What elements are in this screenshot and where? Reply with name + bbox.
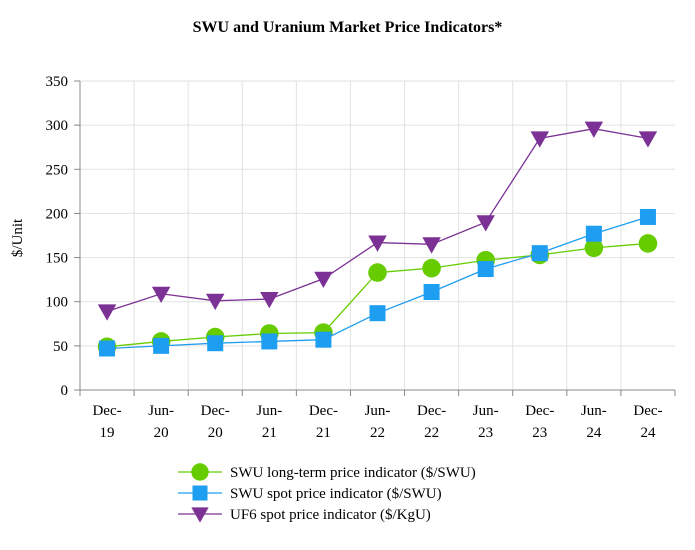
data-point bbox=[368, 235, 387, 252]
legend-label: UF6 spot price indicator ($/KgU) bbox=[230, 507, 431, 523]
data-point bbox=[207, 335, 224, 352]
x-tick-label-line: Dec- bbox=[309, 403, 338, 419]
data-point bbox=[314, 271, 333, 288]
axes: 050100150200250300350Dec-19Jun-20Dec-20J… bbox=[46, 74, 676, 441]
y-tick-label: 0 bbox=[61, 383, 69, 399]
x-tick-label-line: Dec- bbox=[633, 403, 662, 419]
x-tick-label-line: Jun- bbox=[256, 403, 282, 419]
data-point bbox=[315, 331, 332, 348]
x-tick-label-line: Dec- bbox=[201, 403, 230, 419]
data-point bbox=[97, 304, 117, 321]
data-point bbox=[368, 263, 387, 282]
x-tick-label-line: Dec- bbox=[525, 403, 554, 419]
data-point bbox=[423, 284, 440, 301]
x-tick-label: Dec- 19 bbox=[92, 403, 121, 441]
data-point bbox=[584, 121, 604, 138]
legend-label: SWU spot price indicator ($/SWU) bbox=[230, 486, 442, 502]
x-tick-label: Jun- 24 bbox=[581, 403, 607, 441]
x-tick-label-line: 24 bbox=[586, 425, 602, 441]
data-point bbox=[639, 208, 656, 225]
x-tick-label: Dec- 20 bbox=[201, 403, 230, 441]
series bbox=[97, 121, 658, 357]
y-tick-label: 200 bbox=[46, 206, 69, 222]
gridlines bbox=[80, 80, 675, 390]
x-tick-label: Jun- 20 bbox=[148, 403, 174, 441]
x-tick-label: Jun- 23 bbox=[473, 403, 499, 441]
x-tick-label-line: Dec- bbox=[92, 403, 121, 419]
data-point bbox=[369, 305, 386, 322]
x-tick-label-line: 22 bbox=[424, 425, 439, 441]
series-3 bbox=[97, 121, 658, 321]
x-tick-label: Dec- 24 bbox=[633, 403, 662, 441]
data-point bbox=[260, 292, 279, 309]
x-tick-label-line: 23 bbox=[478, 425, 493, 441]
x-tick-label-line: 23 bbox=[532, 425, 547, 441]
x-tick-label: Dec- 23 bbox=[525, 403, 554, 441]
x-tick-label-line: 19 bbox=[100, 425, 115, 441]
data-point bbox=[638, 131, 658, 148]
y-tick-label: 50 bbox=[53, 339, 68, 355]
legend-item-2: SWU spot price indicator ($/SWU) bbox=[178, 485, 442, 502]
series-1 bbox=[97, 234, 658, 357]
data-point bbox=[638, 234, 658, 253]
chart-title: SWU and Uranium Market Price Indicators* bbox=[192, 19, 503, 36]
x-tick-label: Jun- 22 bbox=[365, 403, 391, 441]
data-point bbox=[422, 237, 441, 254]
x-tick-label-line: 21 bbox=[262, 425, 277, 441]
legend-label: SWU long-term price indicator ($/SWU) bbox=[230, 465, 476, 481]
x-tick-label-line: 22 bbox=[370, 425, 385, 441]
x-tick-label-line: 20 bbox=[208, 425, 223, 441]
legend-item-3: UF6 spot price indicator ($/KgU) bbox=[178, 507, 431, 523]
data-point bbox=[422, 258, 441, 278]
x-tick-label-line: 20 bbox=[154, 425, 169, 441]
legend-item-1: SWU long-term price indicator ($/SWU) bbox=[178, 463, 476, 481]
y-tick-label: 300 bbox=[46, 118, 69, 134]
x-tick-label-line: 21 bbox=[316, 425, 331, 441]
data-point bbox=[151, 286, 171, 304]
x-tick-label-line: Jun- bbox=[581, 403, 607, 419]
x-tick-label-line: Jun- bbox=[365, 403, 391, 419]
data-point bbox=[585, 225, 602, 242]
x-tick-label-line: Dec- bbox=[417, 403, 446, 419]
x-tick-label-line: Jun- bbox=[473, 403, 499, 419]
y-tick-label: 150 bbox=[46, 251, 69, 267]
data-point bbox=[205, 293, 225, 311]
data-point bbox=[531, 245, 548, 262]
legend-marker bbox=[191, 463, 209, 481]
x-tick-label: Jun- 21 bbox=[256, 403, 282, 441]
data-point bbox=[261, 333, 278, 350]
series-2 bbox=[99, 208, 656, 357]
data-point bbox=[153, 337, 170, 354]
x-tick-label: Dec- 22 bbox=[417, 403, 446, 441]
data-point bbox=[584, 238, 604, 258]
data-point bbox=[476, 215, 495, 232]
y-tick-label: 100 bbox=[46, 295, 69, 311]
x-tick-label: Dec- 21 bbox=[309, 403, 338, 441]
x-tick-label-line: Jun- bbox=[148, 403, 174, 419]
legend-marker bbox=[192, 485, 208, 501]
x-tick-label-line: 24 bbox=[640, 425, 656, 441]
data-point bbox=[530, 131, 550, 148]
y-axis-title: $/Unit bbox=[10, 218, 26, 257]
legend: SWU long-term price indicator ($/SWU) SWU… bbox=[178, 463, 476, 523]
data-point bbox=[477, 261, 494, 278]
data-point bbox=[99, 340, 116, 357]
legend-marker bbox=[191, 507, 209, 523]
y-tick-label: 350 bbox=[46, 74, 69, 90]
y-tick-label: 250 bbox=[46, 162, 69, 178]
